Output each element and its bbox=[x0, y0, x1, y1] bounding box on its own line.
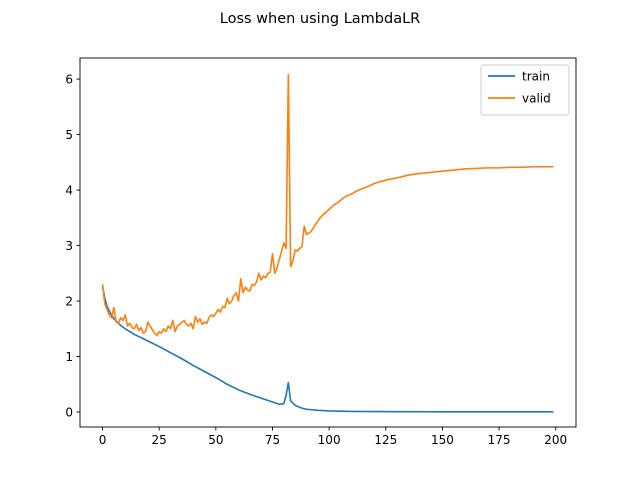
y-tick-label: 2 bbox=[65, 294, 73, 308]
legend-box bbox=[480, 64, 570, 116]
x-tick-label: 50 bbox=[208, 433, 223, 447]
series-line-train bbox=[101, 285, 554, 413]
y-tick-label: 4 bbox=[65, 183, 73, 197]
legend-label-train: train bbox=[522, 69, 550, 83]
x-tick-label: 150 bbox=[431, 433, 454, 447]
y-tick-label: 1 bbox=[65, 350, 73, 364]
y-axis: 0 1 2 3 4 5 6 bbox=[65, 72, 80, 419]
x-tick-label: 200 bbox=[544, 433, 567, 447]
chart-title: Loss when using LambdaLR bbox=[220, 11, 421, 27]
plot-area bbox=[101, 73, 554, 413]
series-line-valid bbox=[101, 73, 554, 337]
x-tick-label: 100 bbox=[318, 433, 341, 447]
legend: train valid bbox=[480, 64, 570, 116]
x-tick-label: 0 bbox=[99, 433, 107, 447]
y-tick-label: 0 bbox=[65, 405, 73, 419]
y-tick-label: 5 bbox=[65, 128, 73, 142]
axes-frame bbox=[79, 57, 577, 428]
x-tick-label: 175 bbox=[488, 433, 511, 447]
x-axis: 0 25 50 75 100 125 150 175 200 bbox=[99, 427, 567, 447]
y-tick-label: 6 bbox=[65, 72, 73, 86]
x-tick-label: 75 bbox=[265, 433, 280, 447]
y-tick-label: 3 bbox=[65, 239, 73, 253]
x-tick-label: 25 bbox=[152, 433, 167, 447]
x-tick-label: 125 bbox=[374, 433, 397, 447]
legend-label-valid: valid bbox=[522, 91, 551, 105]
